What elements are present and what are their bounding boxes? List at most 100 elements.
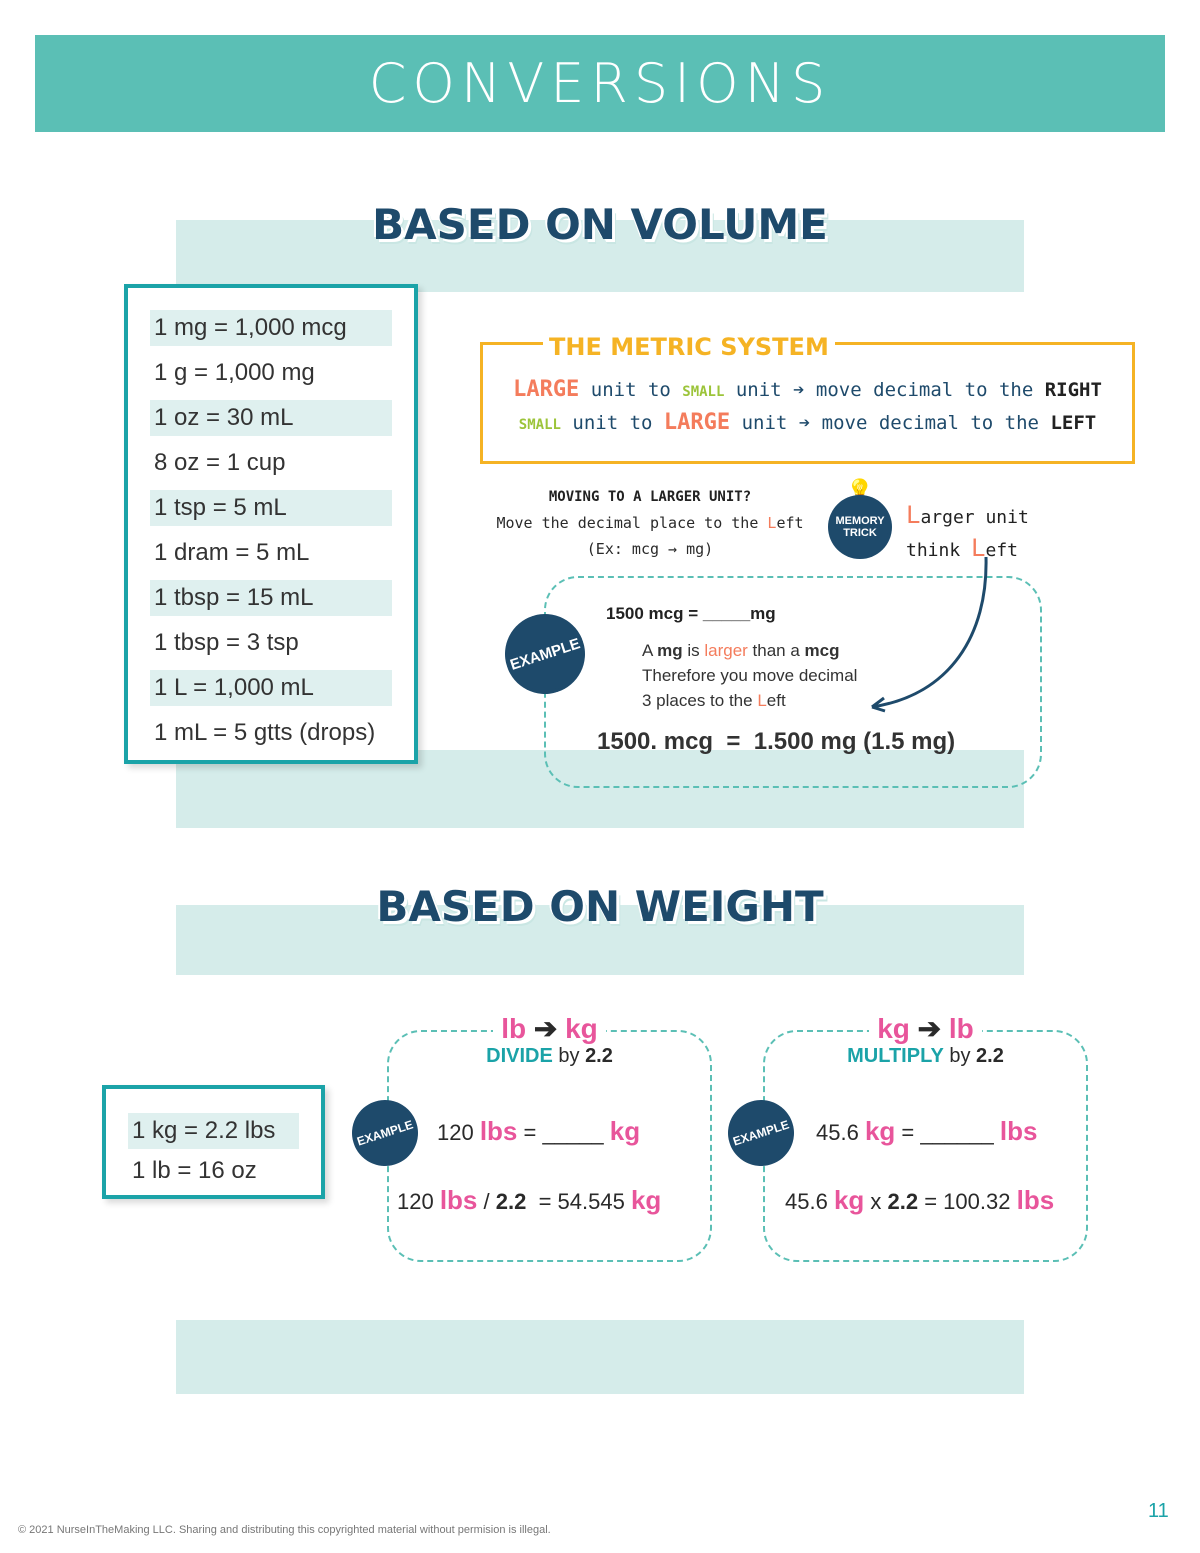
factor: 2.2 bbox=[887, 1189, 919, 1214]
moving-line: Move the decimal place to the Left bbox=[490, 510, 810, 536]
conversion-row: 1 g = 1,000 mg bbox=[154, 359, 315, 386]
copyright: © 2021 NurseInTheMaking LLC. Sharing and… bbox=[18, 1524, 551, 1536]
text: think bbox=[906, 540, 972, 561]
text: 3 places to the bbox=[642, 691, 758, 710]
page-header: CONVERSIONS bbox=[35, 35, 1165, 132]
conversion-row: 1 tbsp = 3 tsp bbox=[154, 629, 299, 656]
text: eft bbox=[766, 691, 786, 710]
section-title-weight: BASED ON WEIGHT bbox=[376, 882, 824, 931]
section-band bbox=[176, 1320, 1024, 1394]
conversion-row: 1 mg = 1,000 mcg bbox=[150, 310, 392, 346]
unit: kg bbox=[833, 1185, 865, 1215]
text: 45.6 bbox=[816, 1120, 865, 1145]
unit: lbs bbox=[999, 1116, 1038, 1146]
unit: lbs bbox=[439, 1185, 478, 1215]
text: = ______ bbox=[895, 1120, 1000, 1145]
large-label: LARGE bbox=[663, 410, 731, 435]
text: = _____ bbox=[517, 1120, 610, 1145]
small-label: SMALL bbox=[518, 417, 561, 433]
unit: kg bbox=[609, 1116, 641, 1146]
kg-to-lb-header: kg ➔ lb MULTIPLY by 2.2 bbox=[847, 1012, 1004, 1067]
text: x bbox=[864, 1189, 888, 1214]
example-problem: 1500 mcg = _____mg bbox=[606, 604, 776, 623]
text: 45.6 bbox=[785, 1189, 834, 1214]
text: = 54.545 bbox=[526, 1189, 631, 1214]
unit-to: kg bbox=[565, 1013, 598, 1044]
conversion-row: 1 tsp = 5 mL bbox=[150, 490, 392, 526]
operation: MULTIPLY bbox=[847, 1045, 944, 1067]
conversion-row: 8 oz = 1 cup bbox=[154, 449, 286, 476]
unit-from: lb bbox=[501, 1013, 527, 1044]
volume-conversion-list: 1 mg = 1,000 mcg 1 g = 1,000 mg 1 oz = 3… bbox=[124, 284, 418, 764]
text: unit to bbox=[560, 412, 664, 434]
operation: DIVIDE bbox=[486, 1045, 553, 1067]
factor: 2.2 bbox=[495, 1189, 527, 1214]
highlight: L bbox=[767, 514, 777, 532]
unit: kg bbox=[630, 1185, 662, 1215]
unit: lbs bbox=[479, 1116, 518, 1146]
text: / bbox=[477, 1189, 496, 1214]
section-title-volume: BASED ON VOLUME bbox=[372, 200, 828, 249]
conversion-row: 1 L = 1,000 mL bbox=[150, 670, 392, 706]
text: than a bbox=[747, 641, 805, 660]
factor: 2.2 bbox=[976, 1045, 1004, 1067]
moving-example: (Ex: mcg → mg) bbox=[586, 540, 714, 558]
section-band bbox=[176, 220, 1024, 292]
conversion-row: 1 kg = 2.2 lbs bbox=[128, 1113, 299, 1149]
conversion-row: 1 dram = 5 mL bbox=[154, 539, 310, 566]
unit: mg bbox=[657, 641, 683, 660]
metric-title: THE METRIC SYSTEM bbox=[543, 333, 835, 361]
highlight: L bbox=[906, 501, 921, 529]
text: is bbox=[682, 641, 705, 660]
example-answer: 1500. mcg = 1.500 mg (1.5 mg) bbox=[597, 728, 956, 755]
page-number: 11 bbox=[1148, 1500, 1169, 1522]
text: arger unit bbox=[920, 507, 1029, 528]
text: by bbox=[943, 1045, 977, 1067]
text: 120 bbox=[437, 1120, 480, 1145]
unit: kg bbox=[864, 1116, 896, 1146]
moving-note: MOVING TO A LARGER UNIT? Move the decima… bbox=[490, 484, 810, 562]
curved-arrow-icon bbox=[871, 556, 988, 713]
text: 120 bbox=[397, 1189, 440, 1214]
text: eft bbox=[985, 540, 1018, 561]
direction: RIGHT bbox=[1044, 379, 1102, 401]
conversion-row: 1 lb = 16 oz bbox=[132, 1157, 257, 1184]
large-label: LARGE bbox=[513, 377, 580, 402]
kg-example-solution: 45.6 kg x 2.2 = 100.32 lbs bbox=[785, 1185, 1054, 1216]
metric-line-2: SMALL unit to LARGE unit ➔ move decimal … bbox=[483, 410, 1132, 435]
metric-system-box: THE METRIC SYSTEM LARGE unit to SMALL un… bbox=[480, 333, 1135, 464]
moving-title: MOVING TO A LARGER UNIT? bbox=[548, 489, 752, 505]
kg-example-problem: 45.6 kg = ______ lbs bbox=[816, 1116, 1037, 1147]
highlight: L bbox=[757, 691, 767, 710]
highlight: L bbox=[971, 534, 986, 562]
conversion-row: 1 mL = 5 gtts (drops) bbox=[154, 719, 376, 746]
text: unit ➔ move decimal to the bbox=[730, 412, 1051, 434]
unit-from: kg bbox=[877, 1013, 910, 1044]
direction: LEFT bbox=[1050, 412, 1097, 434]
conversion-row: 1 tbsp = 15 mL bbox=[150, 580, 392, 616]
memory-trick-text: Larger unit think Left bbox=[906, 500, 1029, 566]
conversion-row: 1 oz = 30 mL bbox=[150, 400, 392, 436]
unit: mcg bbox=[804, 641, 840, 660]
metric-line-1: LARGE unit to SMALL unit ➔ move decimal … bbox=[483, 377, 1132, 402]
highlight: larger bbox=[704, 641, 748, 660]
text: Therefore you move decimal bbox=[642, 666, 858, 685]
unit-to: lb bbox=[948, 1013, 974, 1044]
factor: 2.2 bbox=[585, 1045, 613, 1067]
lb-example-solution: 120 lbs / 2.2 = 54.545 kg bbox=[397, 1185, 661, 1216]
text: by bbox=[552, 1045, 586, 1067]
example-explanation: A mg is larger than a mcg Therefore you … bbox=[642, 638, 857, 713]
text: = 100.32 bbox=[918, 1189, 1017, 1214]
memory-trick-badge: MEMORY TRICK bbox=[828, 495, 892, 559]
text: Move the decimal place to the bbox=[496, 514, 768, 532]
text: unit ➔ move decimal to the bbox=[724, 379, 1045, 401]
lb-to-kg-header: lb ➔ kg DIVIDE by 2.2 bbox=[486, 1012, 613, 1067]
section-band bbox=[176, 905, 1024, 975]
text: unit to bbox=[579, 379, 683, 401]
small-label: SMALL bbox=[682, 384, 725, 400]
text: A bbox=[642, 641, 658, 660]
text: eft bbox=[776, 514, 804, 532]
unit: lbs bbox=[1016, 1185, 1055, 1215]
weight-conversion-list: 1 kg = 2.2 lbs 1 lb = 16 oz bbox=[102, 1085, 325, 1199]
lb-example-problem: 120 lbs = _____ kg bbox=[437, 1116, 640, 1147]
